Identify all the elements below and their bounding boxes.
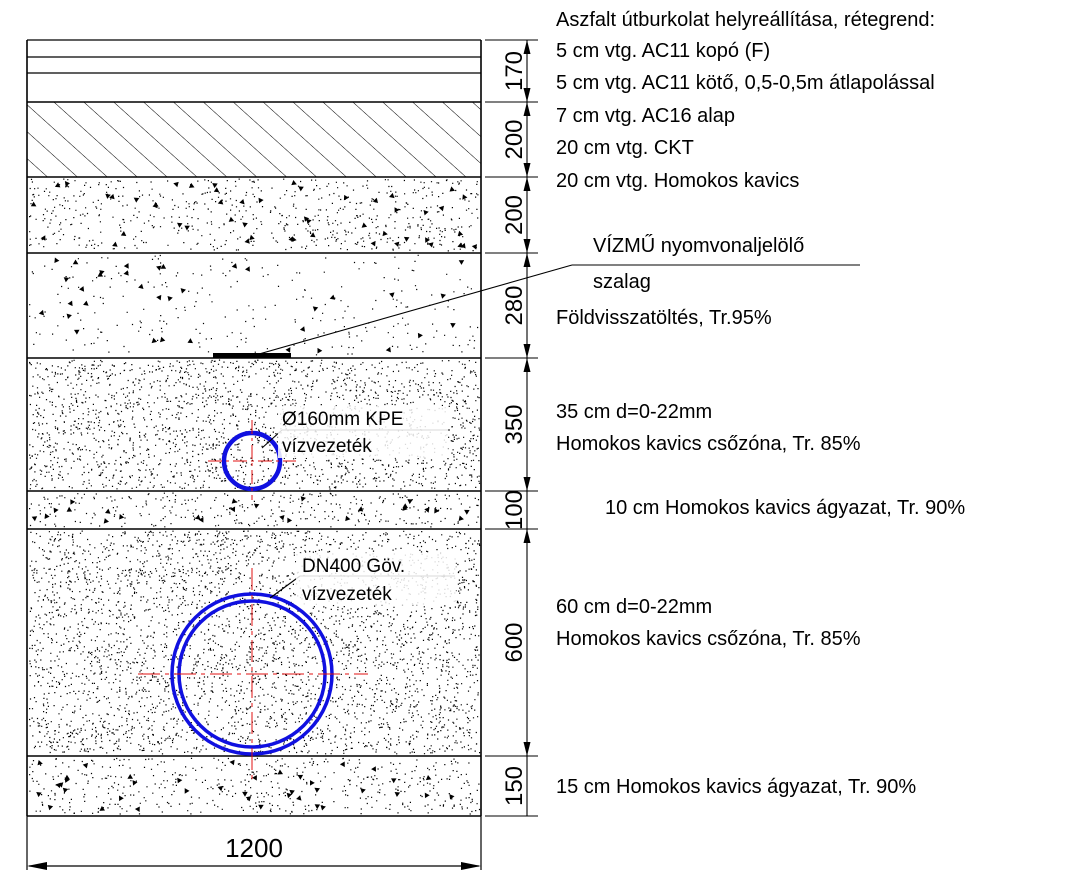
asphalt-note-1: 5 cm vtg. AC11 kopó (F) <box>556 40 770 62</box>
lower-zone-note-line2: Homokos kavics csőzóna, Tr. 85% <box>556 628 861 650</box>
asphalt-note-5: 20 cm vtg. Homokos kavics <box>556 170 799 192</box>
layer-fill-stipple-dense <box>29 178 479 252</box>
vertical-dimension-chain: 170 200 200 280 350 100 600 150 <box>485 39 538 817</box>
small-pipe <box>208 420 296 500</box>
backfill-note: Földvisszatöltés, Tr.95% <box>556 307 772 329</box>
layer-fill-stipple-dense <box>29 757 481 815</box>
width-dimension: 1200 <box>26 816 482 870</box>
layer-thickness-label: 350 <box>501 404 528 444</box>
layer-boundaries <box>27 101 481 757</box>
large-pipe-label-line2: vízvezeték <box>302 584 392 605</box>
small-pipe-label-bg <box>278 406 448 458</box>
width-dimension-text: 1200 <box>225 833 283 863</box>
dimension-arrow <box>523 529 531 543</box>
trench-outline <box>26 40 482 817</box>
layer-fill-stipple-dense <box>29 492 480 528</box>
layer-fill-hatch <box>27 102 481 177</box>
upper-bedding-note: 10 cm Homokos kavics ágyazat, Tr. 90% <box>605 497 965 519</box>
asphalt-note-2: 5 cm vtg. AC11 kötő, 0,5-0,5m átlapoláss… <box>556 72 935 94</box>
large-pipe-label-bg <box>296 553 456 605</box>
asphalt-sublayer-lines <box>27 39 481 74</box>
dimension-arrow <box>523 177 531 191</box>
dimension-arrow <box>523 344 531 358</box>
dimension-arrow <box>523 358 531 372</box>
large-pipe-label-line1: DN400 Göv. <box>302 556 405 577</box>
dimension-arrow <box>523 40 531 54</box>
dimension-arrow <box>523 239 531 253</box>
layer-thickness-label: 280 <box>501 285 528 325</box>
tape-leader <box>251 264 860 357</box>
asphalt-notes: Aszfalt útburkolat helyreállítása, réteg… <box>556 9 935 192</box>
lower-zone-note-line1: 60 cm d=0-22mm <box>556 596 712 618</box>
small-pipe-label-line1: Ø160mm KPE <box>282 409 403 430</box>
layer-fill-stipple-sparse <box>29 254 479 356</box>
dimension-arrow <box>523 102 531 116</box>
layer-thickness-label: 170 <box>501 51 528 91</box>
tape-label-line1: VÍZMŰ nyomvonaljelölő <box>593 234 804 257</box>
layer-thickness-label: 100 <box>501 490 528 530</box>
small-pipe-label-line2: vízvezeték <box>282 436 372 457</box>
dimension-arrow <box>523 163 531 177</box>
layer-thickness-label: 200 <box>501 195 528 235</box>
asphalt-note-title: Aszfalt útburkolat helyreállítása, réteg… <box>556 9 935 31</box>
dimension-arrow <box>523 253 531 267</box>
tape-label-line2: szalag <box>593 271 651 293</box>
layer-fill-sand <box>29 530 481 755</box>
large-pipe <box>138 568 368 784</box>
layer-thickness-label: 600 <box>501 622 528 662</box>
dimension-arrow <box>523 742 531 756</box>
dimension-arrow <box>523 477 531 491</box>
layer-thickness-label: 150 <box>501 766 528 806</box>
asphalt-note-4: 20 cm vtg. CKT <box>556 137 694 159</box>
upper-zone-note-line2: Homokos kavics csőzóna, Tr. 85% <box>556 433 861 455</box>
layer-thickness-label: 200 <box>501 119 528 159</box>
dimension-arrow <box>523 88 531 102</box>
lower-bedding-note: 15 cm Homokos kavics ágyazat, Tr. 90% <box>556 776 916 798</box>
upper-zone-note-line1: 35 cm d=0-22mm <box>556 401 712 423</box>
asphalt-note-3: 7 cm vtg. AC16 alap <box>556 105 735 127</box>
